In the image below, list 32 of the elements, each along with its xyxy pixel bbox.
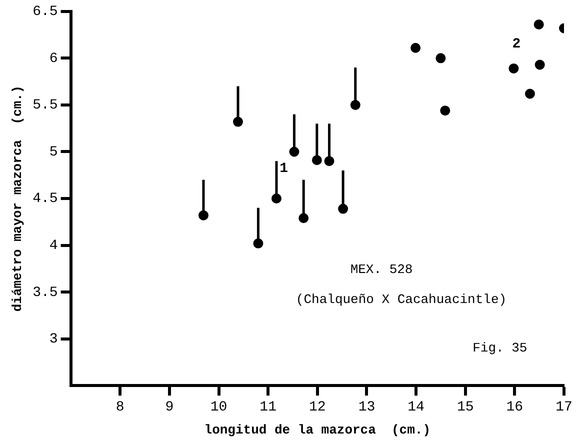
point <box>440 106 450 116</box>
y-tick-label: 5.5 <box>32 98 58 114</box>
y-tick-label: 4.5 <box>32 191 58 208</box>
point <box>410 42 421 53</box>
y-tick-label: 5 <box>49 144 58 160</box>
y-tick-label: 6.5 <box>32 4 58 20</box>
point <box>534 19 544 30</box>
series-label: 1 <box>280 160 288 177</box>
x-tick-label: 16 <box>506 400 524 416</box>
x-tick-label: 11 <box>260 400 276 416</box>
point <box>534 60 545 70</box>
y-axis-title: diámetro mayor mazorca (cm.) <box>10 85 26 312</box>
x-tick-label: 12 <box>308 400 326 416</box>
annotation: MEX. 528 <box>350 262 413 278</box>
series-label: 2 <box>512 36 521 53</box>
x-tick-label: 15 <box>456 400 474 416</box>
y-tick-label: 3 <box>49 332 58 348</box>
point <box>436 53 446 64</box>
y-tick-label: 6 <box>49 50 58 67</box>
annotation: Fig. 35 <box>472 340 528 356</box>
y-tick-label: 4 <box>49 238 58 254</box>
x-axis-title: longitud de la mazorca (cm.) <box>204 422 431 438</box>
x-tick-label: 10 <box>210 400 228 416</box>
x-tick-label: 9 <box>165 400 174 416</box>
annotation: (Chalqueño X Cacahuacintle) <box>296 292 507 307</box>
x-tick-label: 8 <box>116 400 124 416</box>
y-tick-label: 3.5 <box>32 284 58 301</box>
x-tick-label: 17 <box>556 400 572 416</box>
point <box>508 63 519 74</box>
x-tick-label: 14 <box>408 400 424 416</box>
point <box>524 88 535 99</box>
x-tick-label: 13 <box>358 400 376 416</box>
